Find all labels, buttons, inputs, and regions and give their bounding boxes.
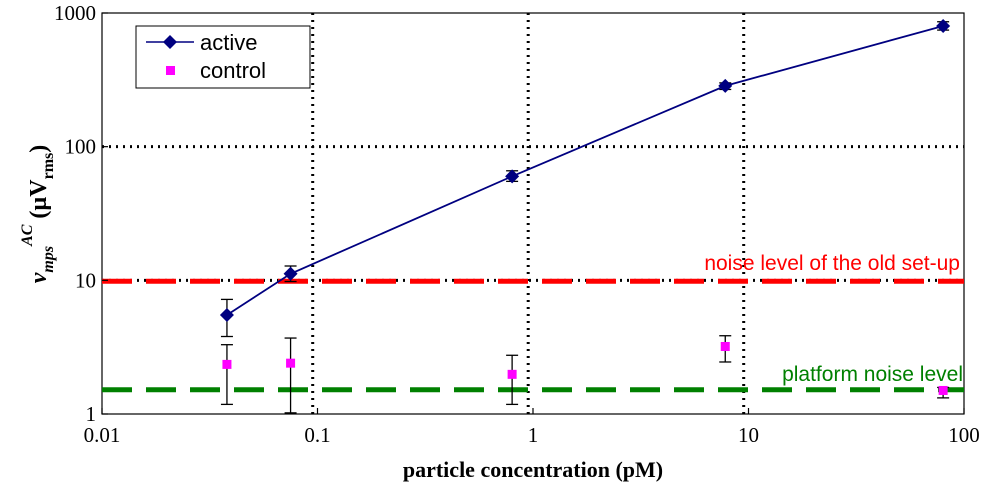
control-point-4: [938, 385, 948, 395]
control-point-0: [222, 359, 232, 369]
legend-active-label: active: [200, 30, 257, 55]
x-axis-title: particle concentration (pM): [403, 457, 663, 482]
x-tick-label-3: 10: [738, 423, 759, 447]
series-active: [219, 18, 951, 338]
x-tick-label-2: 1: [528, 423, 539, 447]
active-point-3: [718, 78, 733, 93]
x-tick-label-4: 100: [948, 423, 980, 447]
active-point-4: [936, 18, 951, 33]
reference-lines: [102, 278, 964, 393]
x-tick-label-1: 0.1: [304, 423, 330, 447]
y-tick-label-3: 1000: [54, 1, 96, 25]
y-tick-label-1: 10: [75, 268, 96, 292]
axis-ticks: 0.01 0.1 1 10 100 1 10 100 1000: [54, 1, 980, 447]
y-axis-title: vmpsAC (µVrms): [19, 145, 57, 284]
y-tick-label-2: 100: [65, 135, 97, 159]
series-layer: [219, 18, 951, 414]
active-point-2: [505, 169, 520, 184]
noise-old-setup-label: noise level of the old set-up: [704, 252, 960, 275]
legend-active-marker: [163, 35, 177, 49]
legend-control-marker: [166, 66, 175, 75]
control-point-1: [286, 358, 296, 368]
control-point-3: [720, 341, 730, 351]
control-point-2: [507, 369, 517, 379]
series-control: [220, 335, 950, 414]
active-point-0: [219, 308, 234, 323]
legend: active control: [135, 25, 311, 89]
legend-box: [135, 25, 311, 89]
x-tick-label-0: 0.01: [84, 423, 121, 447]
platform-noise-label: platform noise level: [782, 363, 963, 386]
y-tick-label-0: 1: [86, 402, 97, 426]
legend-control-label: control: [200, 58, 266, 83]
active-point-1: [283, 266, 298, 281]
